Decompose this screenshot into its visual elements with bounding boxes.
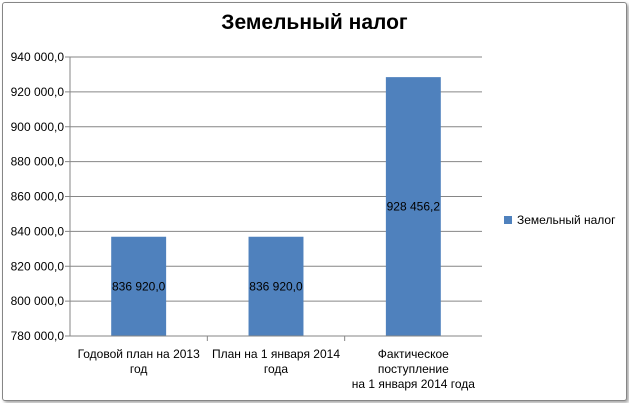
y-axis-tick-labels: 780 000,0 800 000,0 820 000,0 840 000,0 860 … (11, 50, 65, 343)
legend-label: Земельный налог (517, 213, 616, 227)
y-tick-label: 940 000,0 (11, 50, 65, 64)
y-tick-label: 800 000,0 (11, 294, 65, 308)
legend: Земельный налог (504, 213, 615, 227)
y-tick-label: 920 000,0 (11, 85, 65, 99)
x-category-label: План на 1 января 2014 (212, 347, 340, 361)
bar (111, 236, 167, 336)
x-category-label: год (130, 362, 148, 376)
y-tick-label: 880 000,0 (11, 155, 65, 169)
data-label: 836 920,0 (249, 279, 303, 293)
data-labels: 836 920,0 836 920,0 928 456,2 (112, 200, 440, 294)
x-category-label: Годовой план на 2013 (78, 347, 201, 361)
data-label: 836 920,0 (112, 279, 166, 293)
y-tick-label: 840 000,0 (11, 224, 65, 238)
y-tick-label: 820 000,0 (11, 259, 65, 273)
legend-swatch (504, 216, 512, 224)
axes (65, 56, 482, 341)
chart-title: Земельный налог (221, 11, 408, 34)
data-label: 928 456,2 (387, 200, 441, 214)
x-category-label: Фактическое (378, 347, 449, 361)
x-category-label: года (264, 362, 289, 376)
bars (111, 77, 441, 336)
bar (248, 236, 304, 336)
bar (385, 77, 441, 336)
y-tick-label: 860 000,0 (11, 190, 65, 204)
y-tick-label: 900 000,0 (11, 120, 65, 134)
x-category-label: на 1 января 2014 года (352, 377, 476, 391)
y-tick-label: 780 000,0 (11, 329, 65, 343)
x-category-label: поступление (378, 362, 449, 376)
